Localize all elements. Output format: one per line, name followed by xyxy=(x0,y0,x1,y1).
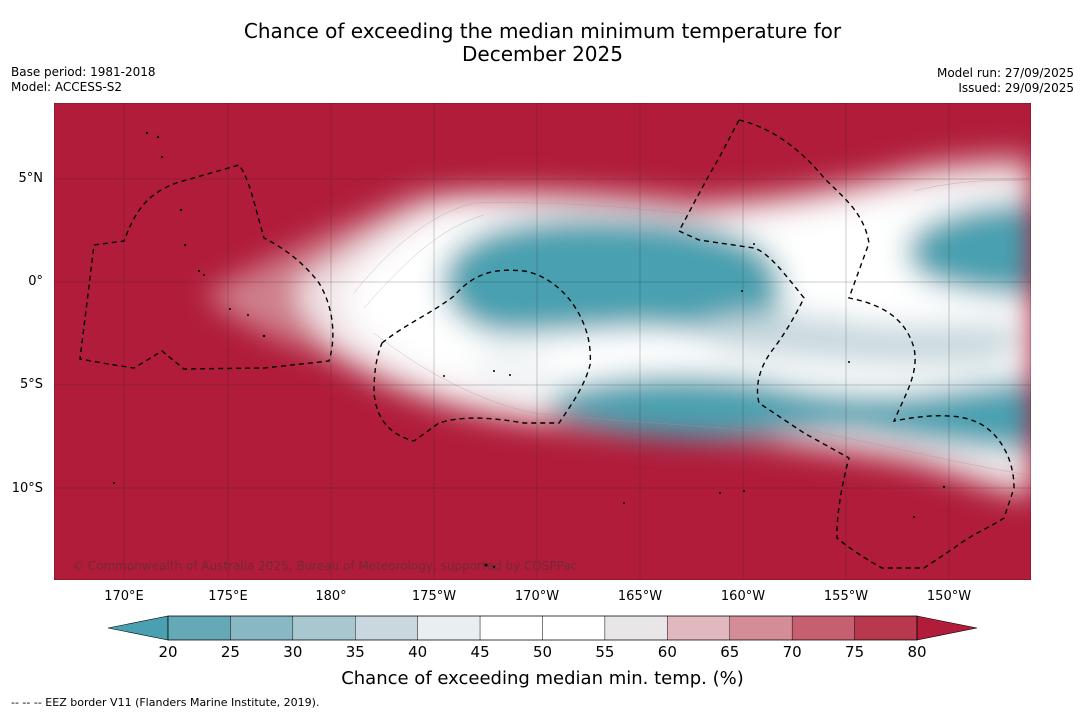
lon-label-175e: 175°E xyxy=(208,589,248,604)
colorbar-segment xyxy=(729,615,793,641)
colorbar-tick-label: 55 xyxy=(595,643,615,661)
colorbar-segment xyxy=(542,615,606,641)
title-line-1: Chance of exceeding the median minimum t… xyxy=(243,19,842,43)
model-run: Model run: 27/09/2025 xyxy=(936,66,1074,80)
colorbar-frame xyxy=(167,615,918,641)
lon-label-150w: 150°W xyxy=(926,589,972,604)
graticule xyxy=(54,103,1031,580)
colorbar-tick-label: 45 xyxy=(470,643,490,661)
core-west xyxy=(443,218,783,335)
band-35 xyxy=(704,313,1020,367)
colorbar-tick-label: 65 xyxy=(720,643,740,661)
core-east-lower xyxy=(549,375,1031,453)
forecast-map: © Commonwealth of Australia 2025, Bureau… xyxy=(54,103,1031,580)
lat-label-5n: 5°N xyxy=(18,171,44,186)
issued-date: Issued: 29/09/2025 xyxy=(958,81,1074,95)
meta-left: Base period: 1981-2018 Model: ACCESS-S2 xyxy=(11,65,156,95)
eez-kiribati-line xyxy=(678,119,1015,569)
copyright-text: © Commonwealth of Australia 2025, Bureau… xyxy=(72,559,577,573)
map-title: Chance of exceeding the median minimum t… xyxy=(0,20,1085,66)
colorbar-tick-label: 80 xyxy=(907,643,927,661)
colorbar-tick-label: 50 xyxy=(532,643,553,661)
colorbar-tick-label: 25 xyxy=(220,643,240,661)
colorbar-segment xyxy=(292,615,356,641)
contour-lines xyxy=(353,180,1031,476)
colorbar-tick-label: 35 xyxy=(345,643,365,661)
eez-kiribati-phoenix xyxy=(373,269,592,442)
colorbar-segment xyxy=(479,615,543,641)
band-45 xyxy=(471,345,555,399)
colorbar-over-arrow xyxy=(916,615,978,641)
colorbar-segment xyxy=(230,615,294,641)
core-east-upper xyxy=(907,201,1031,298)
lat-label-0: 0° xyxy=(28,274,43,289)
probability-field xyxy=(204,152,1031,503)
colorbar-segment xyxy=(667,615,730,641)
lon-label-180: 180° xyxy=(315,589,347,604)
base-period: Base period: 1981-2018 xyxy=(11,65,156,79)
lon-label-160w: 160°W xyxy=(720,589,766,604)
eez-legend-note: -- -- -- EEZ border V11 (Flanders Marine… xyxy=(11,696,320,709)
lat-label-10s: 10°S xyxy=(11,481,43,496)
colorbar-segment xyxy=(791,615,855,641)
colorbar-tick-label: 70 xyxy=(782,643,802,661)
colorbar-tick-label: 30 xyxy=(283,643,303,661)
eez-borders xyxy=(79,119,1015,569)
title-line-2: December 2025 xyxy=(462,42,623,66)
colorbar-segment xyxy=(355,615,418,641)
lon-label-170w: 170°W xyxy=(514,589,560,604)
model-name: Model: ACCESS-S2 xyxy=(11,80,123,94)
lon-label-155w: 155°W xyxy=(823,589,869,604)
colorbar-segment xyxy=(604,615,668,641)
colorbar-under-arrow xyxy=(107,615,169,641)
colorbar-tick-label: 20 xyxy=(158,643,178,661)
lon-label-170e: 170°E xyxy=(104,589,144,604)
colorbar-label: Chance of exceeding median min. temp. (%… xyxy=(341,668,744,689)
colorbar-tick-label: 40 xyxy=(408,643,428,661)
colorbar-tick-label: 75 xyxy=(845,643,865,661)
colorbar xyxy=(107,615,978,641)
colorbar-segment xyxy=(417,615,481,641)
colorbar-tick-label: 60 xyxy=(657,643,677,661)
colorbar-segment xyxy=(854,615,918,641)
lon-label-165w: 165°W xyxy=(617,589,663,604)
colorbar-segment xyxy=(167,615,231,641)
eez-kiribati-gilbert xyxy=(79,164,334,370)
colorbar-segments xyxy=(167,615,918,641)
lat-label-5s: 5°S xyxy=(19,377,43,392)
meta-right: Model run: 27/09/2025 Issued: 29/09/2025 xyxy=(937,66,1074,96)
islands xyxy=(113,131,946,569)
lon-label-175w: 175°W xyxy=(411,589,457,604)
